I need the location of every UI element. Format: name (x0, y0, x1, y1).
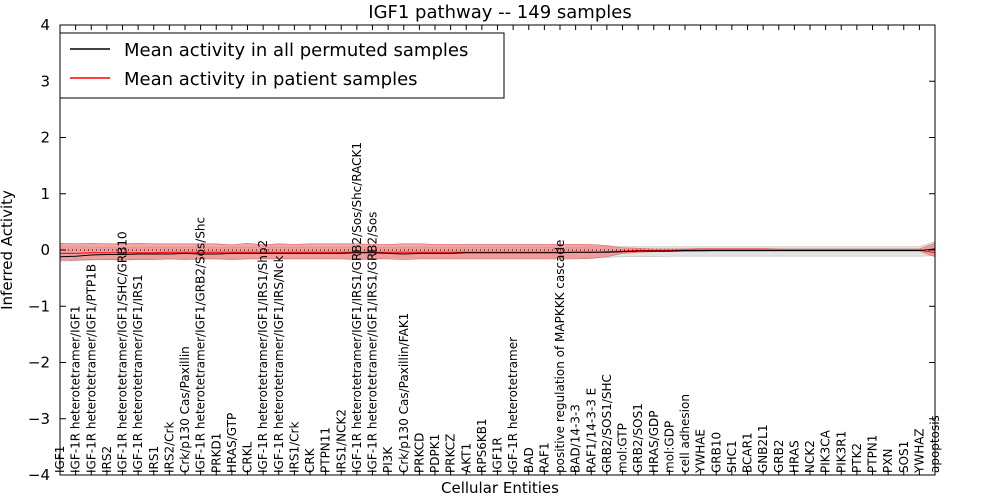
legend-label-permuted: Mean activity in all permuted samples (124, 40, 468, 61)
category-label: PI3K (381, 446, 395, 473)
category-label: BAD (522, 447, 536, 473)
category-label: IRS1/Crk (287, 422, 301, 473)
series-line-permuted (59, 248, 936, 258)
category-label: PRKCD (412, 433, 426, 473)
category-label: IGF1 (53, 446, 67, 473)
category-label: IGF1R (491, 437, 505, 473)
category-label: BCAR1 (741, 432, 755, 473)
category-label: IGF-1R heterotetramer/IGF1/GRB2/Sos/Shc (194, 217, 208, 473)
y-tick-label: −3 (28, 410, 50, 428)
category-label: IRS2/Crk (162, 422, 176, 473)
category-label: YWHAE (694, 429, 708, 474)
category-label: GNB2L1 (756, 425, 770, 473)
category-label: IGF-1R heterotetramer/IGF1/IRS1/GRB2/Sos… (350, 142, 364, 473)
category-label: cell adhesion (678, 394, 692, 473)
category-label: positive regulation of MAPKKK cascade (553, 240, 567, 473)
category-label: AKT1 (459, 443, 473, 473)
category-label: PRKCZ (444, 434, 458, 473)
category-label: GRB2/SOS1 (631, 403, 645, 473)
category-label: SHC1 (725, 440, 739, 473)
legend-box (59, 32, 505, 99)
category-label: mol:GTP (616, 423, 630, 473)
category-label: PTPN1 (866, 435, 880, 473)
category-label: PDPK1 (428, 434, 442, 473)
category-label: apoptosis (928, 415, 942, 473)
category-label: PXN (881, 449, 895, 473)
y-tick-label: 4 (40, 16, 50, 34)
category-label: IGF-1R heterotetramer/IGF1/IRS1/GRB2/Sos (366, 212, 380, 473)
category-label: GRB2/SOS1/SHC (600, 374, 614, 473)
y-axis-label: Inferred Activity (0, 190, 16, 310)
category-label: RAF1 (537, 442, 551, 473)
category-label: PIK3CA (819, 429, 833, 473)
category-label: IGF-1R heterotetramer/IGF1 (69, 306, 83, 473)
axes: −4 −3 −2 −1 0 1 2 3 4 (28, 16, 936, 484)
category-label: Crk/p130 Cas/Paxillin (178, 346, 192, 473)
category-labels: IGF1 IGF-1R heterotetramer/IGF1 IGF-1R het… (53, 142, 942, 474)
category-label: HRAS/GDP (647, 410, 661, 473)
category-label: IGF-1R heterotetramer/IGF1/IRS1 (131, 274, 145, 473)
legend: Mean activity in all permuted samples Me… (59, 32, 505, 99)
y-tick-label: 1 (40, 185, 50, 203)
legend-label-patient: Mean activity in patient samples (124, 69, 418, 90)
y-tick-label: 2 (40, 129, 50, 147)
category-label: IGF-1R heterotetramer (506, 337, 520, 473)
y-tick-label: −1 (28, 297, 50, 315)
category-label: RPS6KB1 (475, 418, 489, 473)
category-label: HRAS (787, 440, 801, 473)
x-axis-label: Cellular Entities (441, 479, 559, 497)
category-label: SOS1 (897, 441, 911, 473)
series-line-patient (60, 249, 936, 254)
y-tick-label: 0 (40, 241, 50, 259)
category-label: PIK3R1 (834, 431, 848, 473)
category-label: CRK (303, 447, 317, 473)
chart-title: IGF1 pathway -- 149 samples (368, 2, 631, 23)
category-label: IGF-1R heterotetramer/IGF1/SHC/GRB10 (116, 231, 130, 473)
category-label: PTK2 (850, 443, 864, 473)
plot-area (59, 241, 936, 262)
category-label: IRS1/NCK2 (334, 409, 348, 473)
category-label: CRKL (241, 441, 255, 473)
category-label: NCK2 (803, 440, 817, 473)
category-label: PRKD1 (209, 433, 223, 473)
category-label: RAF1/14-3-3 E (584, 388, 598, 473)
category-label: IGF-1R heterotetramer/IGF1/IRS/Nck (272, 255, 286, 473)
category-label: GRB2 (772, 439, 786, 473)
y-tick-label: −4 (28, 466, 50, 484)
category-label: HRAS/GTP (225, 413, 239, 473)
category-label: mol:GDP (662, 421, 676, 473)
category-label: IGF-1R heterotetramer/IGF1/PTP1B (84, 264, 98, 473)
category-label: BAD/14-3-3 (569, 404, 583, 473)
category-label: Crk/p130 Cas/Paxillin/FAK1 (397, 313, 411, 473)
y-tick-label: −2 (28, 354, 50, 372)
category-label: PTPN11 (319, 427, 333, 473)
category-label: IRS1 (147, 446, 161, 473)
category-label: IRS2 (100, 446, 114, 473)
category-label: YWHAZ (912, 428, 926, 474)
category-label: GRB10 (709, 432, 723, 473)
y-tick-label: 3 (40, 72, 50, 90)
category-label: IGF-1R heterotetramer/IGF1/IRS1/Shp2 (256, 240, 270, 473)
